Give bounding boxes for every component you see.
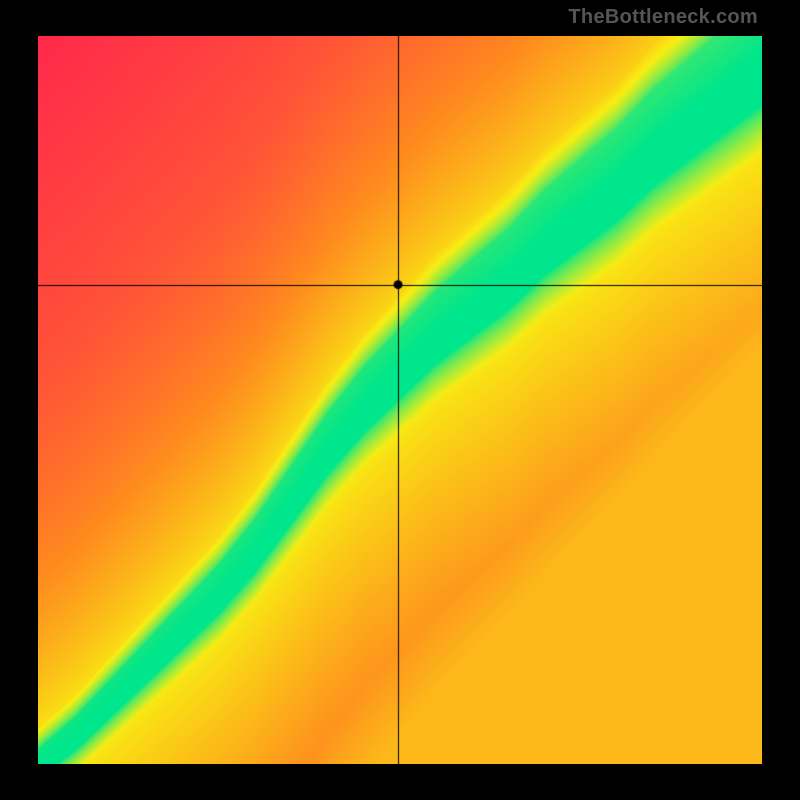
watermark-text: TheBottleneck.com bbox=[568, 6, 758, 29]
chart-frame: TheBottleneck.com bbox=[0, 0, 800, 800]
crosshair-overlay bbox=[38, 36, 762, 764]
